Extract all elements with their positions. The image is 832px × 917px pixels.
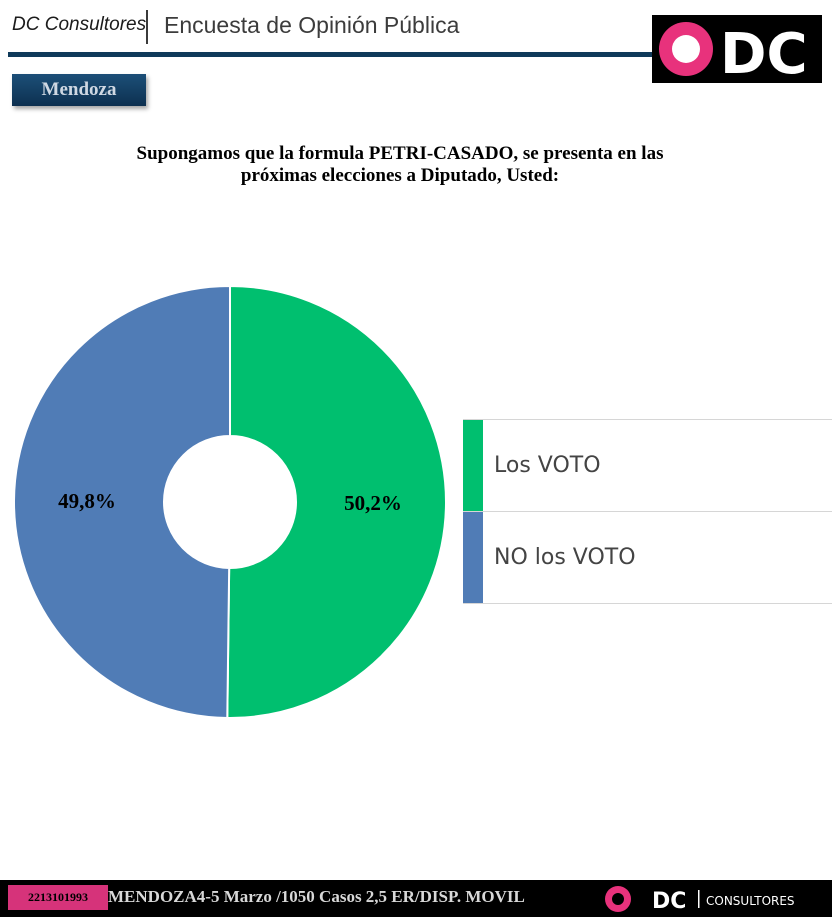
brand-name: DC Consultores bbox=[12, 14, 147, 35]
header-divider bbox=[146, 10, 148, 44]
page-title: Encuesta de Opinión Pública bbox=[164, 12, 460, 38]
logo-text: DC bbox=[720, 22, 808, 83]
slice-label: 50,2% bbox=[344, 491, 402, 515]
footer-phone: 2213101993 bbox=[8, 885, 108, 910]
legend-swatch bbox=[463, 420, 483, 511]
footer-logo-text: DC bbox=[652, 889, 686, 914]
region-tag: Mendoza bbox=[12, 74, 146, 106]
odc-logo: DC bbox=[652, 15, 822, 87]
footer-logo-sub: CONSULTORES bbox=[706, 894, 795, 908]
legend-swatch bbox=[463, 512, 483, 603]
legend-item-los-voto: Los VOTO bbox=[463, 419, 832, 511]
legend-label: NO los VOTO bbox=[494, 545, 636, 570]
footer-logo: DC CONSULTORES bbox=[605, 886, 795, 914]
donut-chart: 50,2% 49,8% bbox=[13, 284, 447, 719]
slice-no-los-voto bbox=[13, 284, 231, 719]
chart-legend: Los VOTO NO los VOTO bbox=[463, 419, 832, 604]
header-rule bbox=[8, 52, 658, 57]
slice-los-voto bbox=[226, 284, 447, 719]
footer-bar: 2213101993 MENDOZA4-5 Marzo /1050 Casos … bbox=[0, 880, 832, 917]
legend-label: Los VOTO bbox=[494, 453, 601, 478]
chart-title: Supongamos que la formula PETRI-CASADO, … bbox=[136, 143, 664, 186]
legend-item-no-los-voto: NO los VOTO bbox=[463, 511, 832, 604]
slice-label: 49,8% bbox=[58, 489, 116, 513]
footer-info: MENDOZA4-5 Marzo /1050 Casos 2,5 ER/DISP… bbox=[108, 887, 525, 906]
